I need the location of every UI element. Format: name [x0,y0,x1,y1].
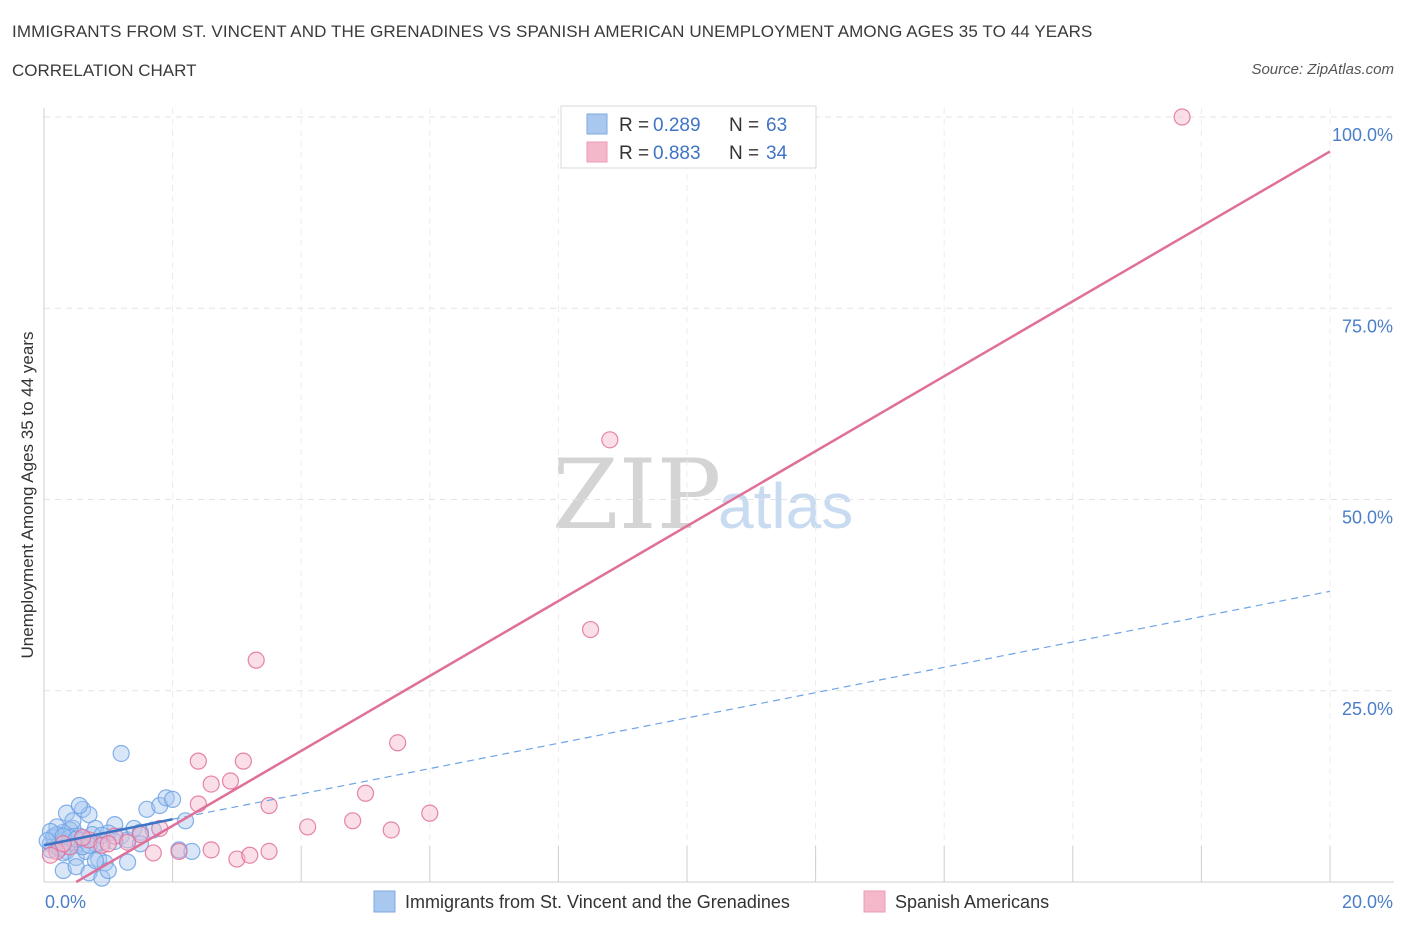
bottom-legend-swatch-1 [373,890,396,913]
point-immigrants-svg [64,812,82,830]
bottom-legend-label-2: Spanish Americans [895,892,1049,912]
point-immigrants-svg [112,744,130,763]
point-immigrants-svg [70,796,88,815]
point-spanish-americans [260,796,278,815]
y-axis-label: Unemployment Among Ages 35 to 44 years [18,332,37,659]
y-tick-label: 25.0% [1342,699,1393,719]
x-tick-label: 20.0% [1342,892,1393,912]
point-immigrants-svg [138,800,156,818]
point-spanish-americans [221,772,240,790]
point-spanish-americans [389,734,407,752]
point-immigrants-svg [183,842,201,861]
legend-r-value-1: 0.289 [653,115,701,136]
grid [44,108,1394,882]
legend-n-value-1: 63 [766,115,787,136]
legend-swatch-series2 [586,141,608,163]
watermark-atlas: atlas [718,470,853,542]
point-spanish-americans [344,812,362,830]
point-immigrants-svg [164,790,182,808]
point-immigrants-svg [54,844,72,862]
y-tick-labels: 25.0% 50.0% 75.0% 100.0% [1332,125,1393,719]
point-spanish-americans [41,846,60,864]
point-immigrants-svg [54,861,72,880]
point-spanish-americans [93,836,111,854]
legend-swatch-series1 [586,113,608,135]
point-immigrants-svg [157,789,175,807]
legend-r-value-2: 0.883 [653,143,701,164]
point-spanish-americans [144,844,162,862]
point-spanish-americans [601,431,619,449]
legend-n-label-1: N = [729,115,759,136]
trendline-spanish-americans [75,150,1331,884]
point-spanish-americans [260,842,278,861]
legend-n-label-2: N = [729,143,759,164]
point-immigrants-svg [41,822,60,841]
bottom-legend-swatch-2 [863,890,886,913]
point-spanish-americans [118,833,137,851]
watermark-zip: ZIP [552,439,721,551]
legend-r-label-2: R = [619,143,649,164]
point-spanish-americans [99,835,117,853]
point-spanish-americans [228,850,246,868]
bottom-legend-label-1: Immigrants from St. Vincent and the Gren… [405,892,790,912]
y-tick-label: 50.0% [1342,508,1393,528]
x-tick-label: 0.0% [45,892,86,912]
point-spanish-americans [202,841,220,859]
trendline-immigrants-dashed [172,590,1331,820]
legend-n-value-2: 34 [766,143,788,164]
point-spanish-americans [234,752,252,770]
point-immigrants-svg [99,861,117,880]
point-immigrants-svg [118,853,137,871]
point-spanish-americans [241,846,259,864]
point-spanish-americans [202,775,220,793]
source-label: Source: ZipAtlas.com [1251,61,1394,78]
point-spanish-americans [170,842,188,861]
y-tick-label: 75.0% [1342,316,1393,336]
point-spanish-americans [299,818,317,836]
point-spanish-americans [189,752,207,770]
point-spanish-americans [421,804,439,822]
chart-title: IMMIGRANTS FROM ST. VINCENT AND THE GREN… [12,22,1093,41]
point-spanish-americans [247,651,265,669]
point-spanish-americans [1173,108,1191,126]
y-tick-label: 100.0% [1332,125,1393,145]
point-spanish-americans [356,784,375,802]
point-immigrants-svg [67,848,85,867]
point-spanish-americans [581,620,600,639]
chart-subtitle: CORRELATION CHART [12,61,197,80]
watermark: ZIP atlas [552,439,853,551]
stats-legend: R = 0.289 N = 63 R = 0.883 N = 34 [560,105,817,169]
trendline-immigrants [43,818,173,847]
trendlines [43,150,1331,884]
series-legend: Immigrants from St. Vincent and the Gren… [373,890,1049,913]
legend-r-label-1: R = [619,115,649,136]
x-tick-labels: 0.0% 20.0% [45,892,1393,912]
point-immigrants-svg [86,851,105,870]
series-points [38,108,1191,887]
point-spanish-americans [382,821,400,839]
